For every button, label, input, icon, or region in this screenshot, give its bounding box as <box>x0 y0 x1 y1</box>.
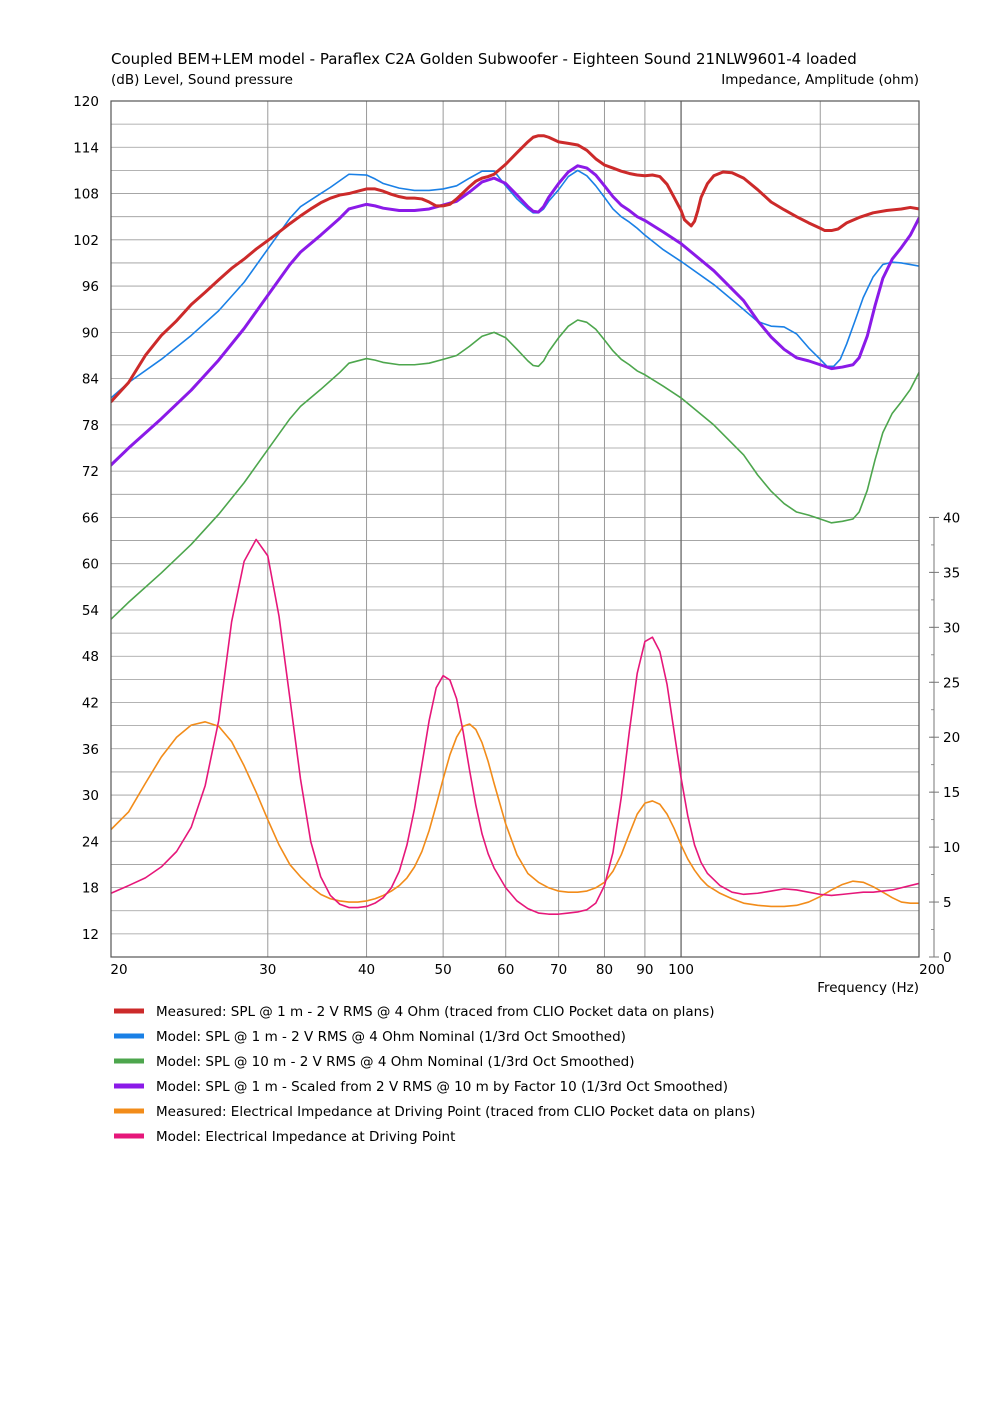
y2-tick-label: 40 <box>943 510 960 526</box>
y-tick-label: 36 <box>82 742 99 758</box>
x-tick-label: 20 <box>110 962 127 978</box>
y-tick-label: 54 <box>82 603 99 619</box>
y2-tick-label: 0 <box>943 950 952 966</box>
legend-label: Measured: Electrical Impedance at Drivin… <box>156 1104 755 1120</box>
x-tick-label: 30 <box>259 962 276 978</box>
series-line-1 <box>111 134 919 404</box>
legend-label: Model: SPL @ 10 m - 2 V RMS @ 4 Ohm Nomi… <box>156 1054 635 1070</box>
legend: Measured: SPL @ 1 m - 2 V RMS @ 4 Ohm (t… <box>114 1004 755 1145</box>
y-tick-label: 120 <box>73 94 99 110</box>
grid <box>111 100 919 958</box>
x-tick-label: 40 <box>358 962 375 978</box>
y-tick-label: 42 <box>82 696 99 712</box>
series-line-2 <box>111 169 919 399</box>
y2-tick-label: 5 <box>943 895 952 911</box>
series-line-5 <box>111 721 919 908</box>
y-tick-label: 18 <box>82 881 99 897</box>
legend-label: Model: Electrical Impedance at Driving P… <box>156 1129 455 1145</box>
y-tick-label: 60 <box>82 557 99 573</box>
plot-frame <box>110 100 920 958</box>
y-tick-label: 84 <box>82 372 99 388</box>
y2-axis-label: Impedance, Amplitude (ohm) <box>721 72 919 88</box>
y-tick-label: 72 <box>82 464 99 480</box>
y2-tick-label: 25 <box>943 675 960 691</box>
y-tick-label: 30 <box>82 788 99 804</box>
x-tick-label: 80 <box>596 962 613 978</box>
y-tick-label: 24 <box>82 834 99 850</box>
x-tick-label: 100 <box>668 962 694 978</box>
y2-tick-label: 20 <box>943 730 960 746</box>
y2-tick-label: 35 <box>943 565 960 581</box>
x-tick-label: 200 <box>919 962 945 978</box>
series-line-3 <box>111 319 919 621</box>
y2-tick-label: 30 <box>943 620 960 636</box>
chart-title: Coupled BEM+LEM model - Paraflex C2A Gol… <box>111 50 857 68</box>
legend-label: Model: SPL @ 1 m - Scaled from 2 V RMS @… <box>156 1079 728 1095</box>
x-axis-label: Frequency (Hz) <box>817 980 919 996</box>
y-tick-label: 78 <box>82 418 99 434</box>
y-tick-label: 66 <box>82 510 99 526</box>
legend-label: Measured: SPL @ 1 m - 2 V RMS @ 4 Ohm (t… <box>156 1004 715 1020</box>
x-tick-label: 60 <box>497 962 514 978</box>
x-tick-label: 90 <box>636 962 653 978</box>
y-tick-label: 48 <box>82 649 99 665</box>
y-tick-label: 12 <box>82 927 99 943</box>
y-tick-label: 102 <box>73 233 99 249</box>
y-tick-label: 96 <box>82 279 99 295</box>
series-line-4 <box>111 164 919 467</box>
y2-tick-label: 10 <box>943 840 960 856</box>
series-line-6 <box>111 538 919 915</box>
y2-tick-label: 15 <box>943 785 960 801</box>
y-axis-label: (dB) Level, Sound pressure <box>111 72 293 88</box>
y-tick-label: 114 <box>73 140 99 156</box>
axes: 12 18 24 30 36 42 48 54 60 66 72 78 84 90 96 102 108 114 1… <box>73 94 960 978</box>
legend-label: Model: SPL @ 1 m - 2 V RMS @ 4 Ohm Nomin… <box>156 1029 626 1045</box>
y-tick-label: 90 <box>82 325 99 341</box>
y-tick-label: 108 <box>73 187 99 203</box>
series-group <box>111 134 919 915</box>
x-tick-label: 50 <box>435 962 452 978</box>
x-tick-label: 70 <box>550 962 567 978</box>
